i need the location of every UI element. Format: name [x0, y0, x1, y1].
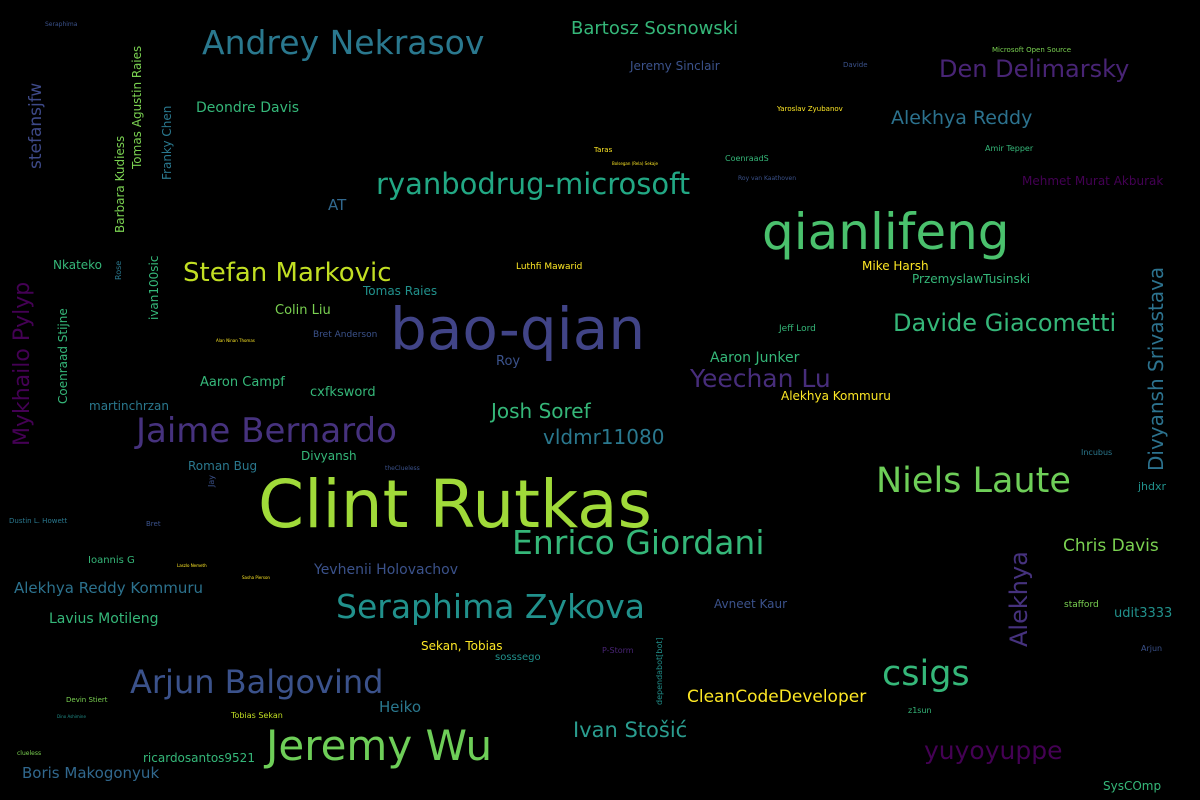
- word: P-Storm: [602, 646, 634, 655]
- word-vertical: Franky Chen: [160, 105, 174, 180]
- word: Jaime Bernardo: [136, 411, 397, 451]
- word-vertical: Coenraad Stijne: [56, 308, 70, 404]
- word: Jeff Lord: [779, 324, 816, 334]
- word-vertical: Alekhya: [1005, 551, 1033, 647]
- word: bao-qian: [390, 295, 646, 363]
- word: Tobias Sekan: [231, 711, 283, 720]
- word: Avneet Kaur: [714, 597, 788, 611]
- word-vertical: dependabot[bot]: [655, 637, 664, 705]
- word: Amir Tepper: [985, 144, 1034, 153]
- word-vertical: Tomas Agustin Raies: [130, 45, 144, 169]
- word: Roy van Kaathoven: [738, 175, 797, 182]
- word: Divyansh: [301, 449, 357, 463]
- word-vertical: ivan100sic: [147, 255, 161, 320]
- word: csigs: [882, 654, 970, 694]
- word: PrzemyslawTusinski: [912, 272, 1031, 286]
- word: qianlifeng: [762, 203, 1010, 261]
- word-vertical: stefansjfw: [26, 82, 46, 169]
- word: Aaron Campf: [200, 375, 285, 390]
- word: yuyoyuppe: [924, 736, 1063, 765]
- word: Sasha Pierson: [242, 575, 270, 580]
- word: AT: [328, 196, 347, 214]
- word: Davide Giacometti: [893, 309, 1117, 337]
- word: sosssego: [495, 652, 541, 663]
- word-vertical: Barbara Kudiess: [113, 135, 127, 233]
- word-vertical: Jay: [207, 475, 216, 487]
- word: Roy: [496, 354, 521, 369]
- word: cxfksword: [310, 385, 376, 400]
- word: Colin Liu: [275, 303, 331, 318]
- word: Roman Bug: [188, 459, 258, 473]
- word: Jeremy Sinclair: [630, 59, 720, 73]
- word: vldmr11080: [543, 425, 665, 449]
- word: Boris Makogonyuk: [22, 764, 160, 782]
- word-vertical: Mykhailo Pylyp: [10, 281, 35, 446]
- word: Alekhya Kommuru: [781, 389, 891, 403]
- word: stafford: [1064, 600, 1099, 610]
- word: theClueless: [385, 465, 420, 472]
- word: Nkateko: [53, 258, 103, 272]
- word: Mehmet Murat Akburak: [1022, 174, 1164, 188]
- word: Ivan Stošić: [573, 718, 688, 742]
- word: clueless: [17, 750, 42, 757]
- word: SysCOmp: [1103, 779, 1162, 793]
- word: ryanbodrug-microsoft: [376, 167, 691, 201]
- word: Seraphima: [45, 21, 78, 28]
- word: Arjun Balgovind: [130, 663, 384, 701]
- word: udit3333: [1114, 606, 1173, 621]
- word: Luthfi Mawarid: [516, 262, 583, 272]
- word: Laszlo Nemeth: [177, 563, 207, 568]
- word: z1sun: [908, 706, 932, 715]
- word: martinchrzan: [89, 399, 170, 413]
- word: Andrey Nekrasov: [202, 23, 485, 62]
- word: Devin Stiert: [66, 696, 108, 704]
- word: Tomas Raies: [363, 284, 438, 298]
- word: Alekhya Reddy: [891, 107, 1033, 129]
- word: Ioannis G: [88, 555, 135, 566]
- word: Alekhya Reddy Kommuru: [14, 579, 204, 597]
- word: Yevhenii Holovachov: [314, 562, 459, 578]
- word: CleanCodeDeveloper: [687, 687, 867, 707]
- word: Arjun: [1141, 644, 1163, 653]
- word: Chris Davis: [1063, 536, 1159, 556]
- word: Dino Ashimine: [57, 714, 86, 719]
- word: jhdxr: [1138, 480, 1167, 493]
- word: Enrico Giordani: [512, 523, 765, 562]
- word: Lavius Motileng: [49, 611, 159, 627]
- word: Josh Soref: [491, 399, 591, 423]
- word: ricardosantos9521: [143, 751, 255, 765]
- word: Jeremy Wu: [266, 721, 493, 770]
- word: Bret: [146, 520, 161, 528]
- word: Bartosz Sosnowski: [571, 18, 739, 39]
- word: Bret Anderson: [313, 330, 378, 340]
- word: Dustin L. Howett: [9, 517, 68, 525]
- word: Heiko: [379, 698, 422, 716]
- word: Sekan, Tobias: [421, 639, 503, 653]
- word: Davide: [843, 61, 868, 69]
- word: Bolsegan (Rela) Sekaje: [612, 161, 658, 166]
- word: Mike Harsh: [862, 259, 929, 273]
- word-vertical: Rose: [114, 260, 123, 280]
- word: Yaroslav Zyubanov: [777, 105, 843, 113]
- word: Alan Ninan Thomas: [216, 338, 255, 343]
- word-vertical: Divyansh Srivastava: [1144, 266, 1168, 471]
- word: Aaron Junker: [710, 350, 800, 366]
- word: Taras: [594, 146, 613, 154]
- word: Seraphima Zykova: [336, 587, 645, 626]
- word: Niels Laute: [876, 461, 1071, 501]
- word: Stefan Markovic: [183, 258, 392, 288]
- word: Yeechan Lu: [690, 364, 831, 393]
- word: Clint Rutkas: [258, 466, 652, 543]
- word: Microsoft Open Source: [992, 46, 1072, 54]
- word: Den Delimarsky: [939, 55, 1130, 83]
- word: Deondre Davis: [196, 100, 300, 116]
- word: Incubus: [1081, 448, 1113, 457]
- word: CoenraadS: [725, 154, 769, 163]
